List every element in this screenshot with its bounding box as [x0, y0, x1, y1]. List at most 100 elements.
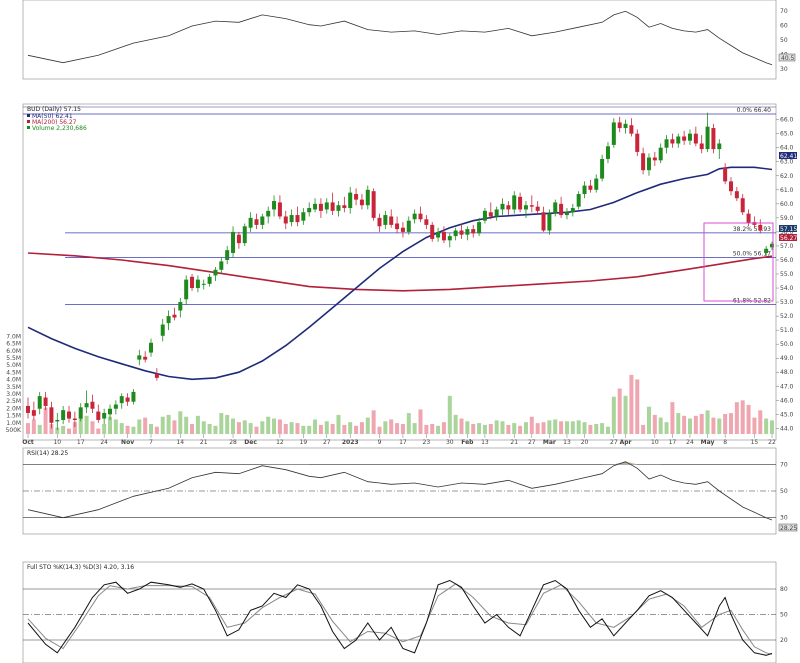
date-tick-label: 17	[399, 439, 407, 446]
candle-body	[242, 226, 247, 244]
candle-body	[500, 203, 505, 210]
rsi-badge-value: 28.25	[780, 525, 797, 532]
volume-bar	[576, 420, 581, 434]
date-tick-label: 15	[751, 439, 759, 446]
rsi-tick-label: 70	[780, 461, 788, 468]
top-indicator-panel: 7060504030	[27, 8, 788, 73]
volume-tick-label: 2.5M	[6, 398, 21, 405]
candle-body	[119, 396, 124, 404]
candle-body	[125, 397, 130, 402]
volume-bar	[160, 416, 165, 434]
moving-averages	[27, 166, 773, 381]
candle-body	[465, 229, 470, 235]
volume-bar	[61, 425, 66, 434]
volume-bar	[172, 420, 177, 434]
price-tick-label: 58.0	[780, 229, 794, 236]
volume-bar	[102, 424, 107, 434]
date-tick-label: 10	[651, 439, 659, 446]
date-tick-label: Apr	[620, 439, 632, 446]
top-last-badge	[778, 53, 796, 62]
volume-bar	[699, 414, 704, 434]
volume-bar	[37, 424, 42, 434]
candle-body	[365, 189, 370, 206]
candle-body	[658, 147, 663, 161]
candle-body	[137, 355, 142, 360]
price-tick-label: 66.0	[780, 117, 794, 124]
legend-volume-swatch	[27, 126, 30, 129]
volume-bar	[383, 421, 388, 434]
candle-body	[453, 230, 458, 237]
volume-bar	[119, 423, 124, 434]
volume-bar	[219, 413, 224, 434]
volume-bar	[635, 379, 640, 434]
volume-bar	[254, 426, 259, 434]
price-tick-label: 51.0	[780, 327, 794, 334]
candle-body	[178, 302, 183, 311]
volume-bar	[412, 423, 417, 434]
candle-body	[728, 181, 733, 192]
volume-bar	[72, 422, 77, 434]
price-tick-label: 59.0	[780, 215, 794, 222]
date-tick-label: 17	[669, 439, 677, 446]
volume-bar	[26, 423, 30, 434]
volume-bar	[430, 424, 435, 434]
volume-tick-label: 3.0M	[6, 391, 21, 398]
date-tick-label: 24	[686, 439, 694, 446]
price-tick-label: 55.0	[780, 271, 794, 278]
price-tick-label: 45.0	[780, 411, 794, 418]
volume-bar	[371, 410, 376, 434]
candle-body	[248, 217, 253, 228]
volume-bar	[365, 417, 370, 434]
volume-bar	[342, 424, 347, 434]
candle-body	[687, 133, 692, 141]
candle-body	[635, 133, 640, 152]
legend-ma50-swatch	[27, 114, 30, 117]
value-badges: 40.5 62.41 57.15 56.27 28.25	[778, 53, 797, 532]
candle-body	[371, 191, 376, 218]
volume-bar	[377, 426, 382, 434]
volume-bar	[90, 421, 95, 434]
candle-body	[717, 143, 722, 150]
top-tick-label: 60	[780, 23, 788, 30]
date-tick-label: 22	[768, 439, 776, 446]
volume-bar	[746, 404, 751, 434]
price-tick-label: 50.0	[780, 341, 794, 348]
candle-body	[160, 324, 165, 336]
sto-tick-label: 50	[780, 612, 788, 619]
candle-body	[55, 419, 60, 422]
candle-body	[652, 157, 657, 161]
legend-volume: Volume 2,230,686	[32, 125, 87, 132]
candle-body	[195, 279, 200, 289]
volume-bar	[313, 419, 318, 434]
volume-bar	[324, 421, 329, 434]
volume-bar	[711, 417, 716, 434]
volume-bar	[441, 422, 446, 434]
volume-bar	[594, 424, 599, 434]
candle-body	[172, 314, 177, 318]
candle-body	[541, 212, 546, 231]
candle-body	[512, 195, 517, 210]
price-tick-label: 54.0	[780, 285, 794, 292]
sto-d-line	[27, 583, 773, 655]
candle-body	[734, 191, 739, 199]
candle-body	[283, 216, 288, 224]
volume-tick-label: 6.0M	[6, 348, 21, 355]
volume-bar	[354, 425, 359, 434]
price-tick-label: 49.0	[780, 355, 794, 362]
volume-bar	[734, 402, 739, 434]
volume-bar	[512, 423, 517, 434]
candle-body	[67, 411, 72, 419]
volume-bar	[652, 414, 657, 434]
sto-label: Full STO %K(14,3) %D(3) 4.20, 3.16	[27, 564, 134, 571]
volume-bar	[658, 417, 663, 434]
price-axis: 44.0 45.0 46.0 47.0 48.0 49.0 50.0 51.0 52.0 53.0…	[776, 117, 794, 432]
candle-body	[494, 209, 499, 217]
volume-bar	[687, 418, 692, 434]
candle-body	[154, 373, 159, 378]
candle-body	[190, 276, 195, 289]
volume-bar	[611, 396, 616, 434]
date-tick-label: 12	[276, 439, 284, 446]
price-tick-label: 64.0	[780, 145, 794, 152]
candle-body	[102, 412, 107, 419]
